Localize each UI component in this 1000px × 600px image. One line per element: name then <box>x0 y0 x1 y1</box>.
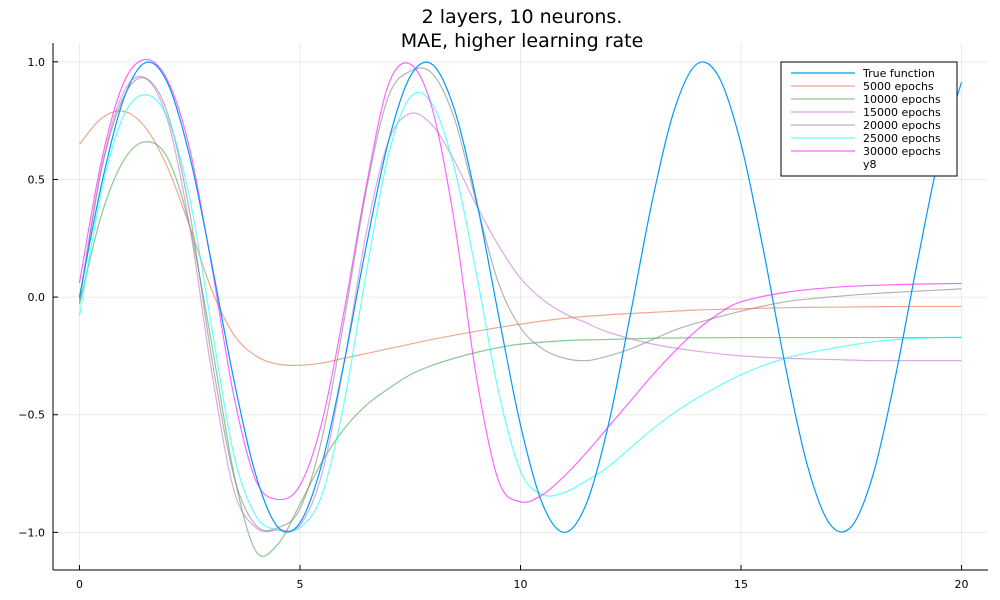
chart-subtitle: MAE, higher learning rate <box>401 30 644 52</box>
legend-label: 5000 epochs <box>863 80 934 93</box>
series-line-true-function <box>78 61 963 533</box>
x-tick-label: 0 <box>76 578 83 591</box>
y-tick-label: 1.0 <box>28 56 46 69</box>
legend-label: 15000 epochs <box>863 106 941 119</box>
legend-label: 10000 epochs <box>863 93 941 106</box>
y-tick-label: −1.0 <box>18 526 45 539</box>
x-tick-label: 10 <box>514 578 528 591</box>
series-line-20000-epochs <box>78 67 962 532</box>
y-tick-label: 0.0 <box>28 291 46 304</box>
series-lines <box>78 58 963 557</box>
legend-label: y8 <box>863 158 877 171</box>
y-tick-label: −0.5 <box>18 409 45 422</box>
chart-title: 2 layers, 10 neurons. <box>422 6 623 28</box>
y-tick-label: 0.5 <box>28 173 46 186</box>
x-tick-label: 15 <box>734 578 748 591</box>
series-line-15000-epochs <box>78 75 962 533</box>
x-tick-label: 20 <box>955 578 969 591</box>
legend-box <box>780 61 958 177</box>
series-line-5000-epochs <box>79 110 962 367</box>
legend-label: True function <box>862 67 935 80</box>
x-tick-label: 5 <box>296 578 303 591</box>
axes: 0 5 10 15 20 −1.0 −0.5 0.0 0.5 1.0 <box>18 43 988 591</box>
series-line-25000-epochs <box>78 91 962 533</box>
legend-label: 25000 epochs <box>863 132 941 145</box>
legend-label: 30000 epochs <box>863 145 941 158</box>
legend-label: 20000 epochs <box>863 119 941 132</box>
